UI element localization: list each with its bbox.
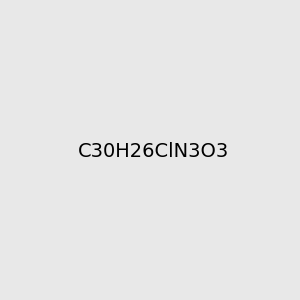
Text: C30H26ClN3O3: C30H26ClN3O3 <box>78 142 230 161</box>
